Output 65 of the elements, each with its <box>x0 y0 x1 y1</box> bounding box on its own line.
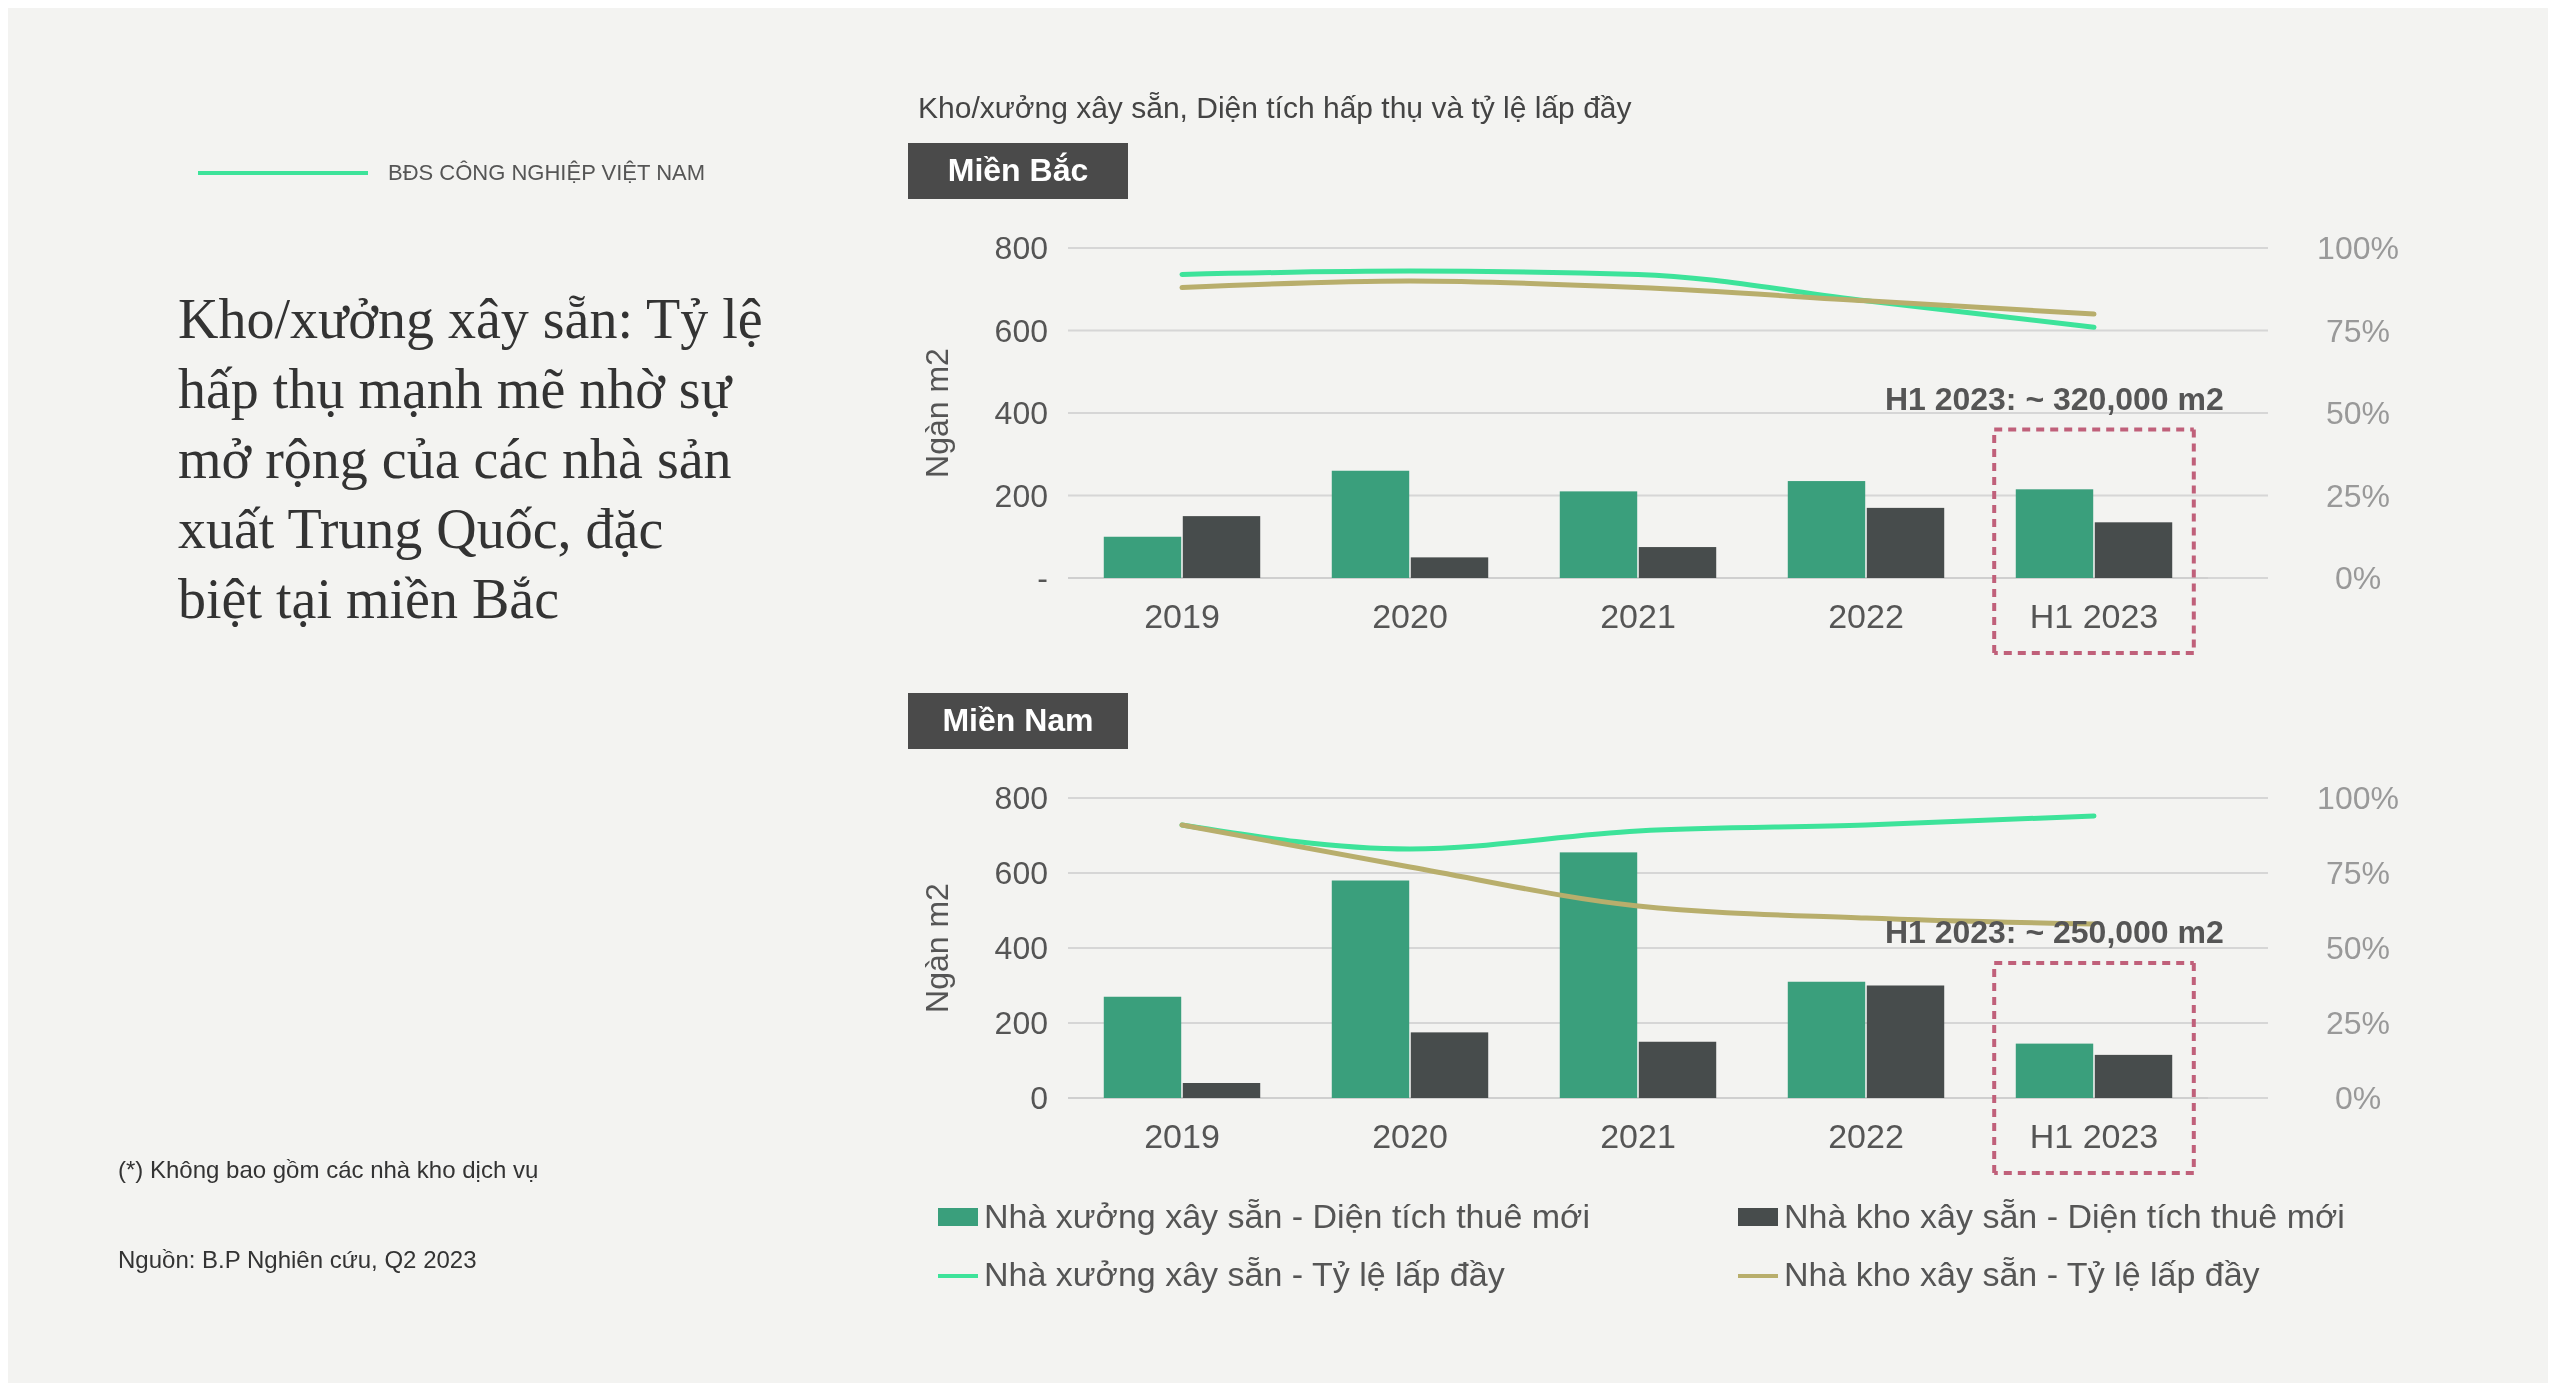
y2-tick-label: 50% <box>2325 395 2391 431</box>
bar <box>2015 489 2094 578</box>
text: BĐS CÔNG NGHIỆP VIỆT NAM <box>388 160 706 185</box>
bar <box>1331 880 1410 1098</box>
bar <box>1182 1083 1261 1098</box>
y-tick-label: 0 <box>1030 1080 1048 1116</box>
bar <box>1787 981 1866 1098</box>
bar <box>1331 470 1410 578</box>
bar <box>2094 522 2173 578</box>
y-tick-label: 600 <box>994 855 1048 891</box>
annotation: H1 2023: ~ 250,000 m2 <box>1884 914 2224 950</box>
text: Nguồn: B.P Nghiên cứu, Q2 2023 <box>118 1246 477 1273</box>
legend-label: Nhà xưởng xây sẵn - Tỷ lệ lấp đầy <box>984 1255 1505 1293</box>
y-tick-label: 200 <box>994 477 1048 514</box>
y2-tick-label: 0% <box>2334 560 2382 596</box>
y-tick-label: 800 <box>994 230 1048 266</box>
x-tick-label: 2020 <box>1372 597 1448 635</box>
bar <box>2094 1054 2173 1099</box>
y-tick-label: 600 <box>994 312 1048 349</box>
bar <box>1866 507 1945 578</box>
annotation: H1 2023: ~ 320,000 m2 <box>1884 380 2224 417</box>
y-axis-title: Ngàn m2 <box>919 348 955 478</box>
x-tick-label: 2019 <box>1144 597 1220 635</box>
bar <box>1410 557 1489 578</box>
y2-tick-label: 25% <box>2325 1005 2391 1041</box>
y-tick-label: - <box>1037 560 1048 596</box>
y2-tick-label: 75% <box>2325 855 2391 891</box>
x-tick-label: 2021 <box>1600 597 1676 635</box>
bar <box>1559 852 1638 1098</box>
bar <box>1787 481 1866 578</box>
y2-tick-label: 0% <box>2334 1080 2382 1116</box>
legend-label: Nhà kho xây sẵn - Tỷ lệ lấp đầy <box>1784 1255 2260 1293</box>
bar <box>1638 547 1717 578</box>
y2-tick-label: 50% <box>2325 930 2391 966</box>
legend-label: Nhà xưởng xây sẵn - Diện tích thuê mới <box>984 1197 1590 1235</box>
y2-tick-label: 25% <box>2325 477 2391 514</box>
bar <box>1103 996 1182 1098</box>
chart-subtitle: Kho/xưởng xây sẵn, Diện tích hấp thụ và tỷ lệ lấp đầy <box>918 91 1632 124</box>
x-tick-label: 2021 <box>1600 1117 1676 1155</box>
text: Kho/xưởng xây sẵn: Tỷ lệ hấp thụ mạnh mẽ nhờ sự mở rộng của các nhà sản xuất Trung Quốc, đặc biệt tại miền Bắc <box>178 288 763 630</box>
bar <box>1638 1041 1717 1098</box>
y2-tick-label: 75% <box>2325 312 2391 349</box>
bar <box>1410 1032 1489 1099</box>
y-tick-label: 200 <box>994 1005 1048 1041</box>
x-tick-label: 2019 <box>1144 1117 1220 1155</box>
y-tick-label: 800 <box>994 780 1048 816</box>
bar <box>1559 491 1638 578</box>
bar <box>1103 536 1182 578</box>
text: (*) Không bao gồm các nhà kho dịch vụ <box>118 1156 539 1183</box>
chart-title: Miền Nam <box>942 702 1094 738</box>
y-axis-title: Ngàn m2 <box>919 883 955 1013</box>
legend-label: Nhà kho xây sẵn - Diện tích thuê mới <box>1784 1197 2345 1235</box>
y-tick-label: 400 <box>994 395 1048 431</box>
y2-tick-label: 100% <box>2317 230 2399 266</box>
chart-title: Miền Bắc <box>947 152 1089 188</box>
x-tick-label: H1 2023 <box>2029 597 2159 635</box>
y-tick-label: 400 <box>994 930 1048 966</box>
x-tick-label: H1 2023 <box>2029 1117 2159 1155</box>
x-tick-label: 2022 <box>1828 597 1904 635</box>
y2-tick-label: 100% <box>2317 780 2399 816</box>
bar <box>1866 985 1945 1098</box>
x-tick-label: 2022 <box>1828 1117 1904 1155</box>
x-tick-label: 2020 <box>1372 1117 1448 1155</box>
bar <box>1182 516 1261 578</box>
bar <box>2015 1043 2094 1098</box>
